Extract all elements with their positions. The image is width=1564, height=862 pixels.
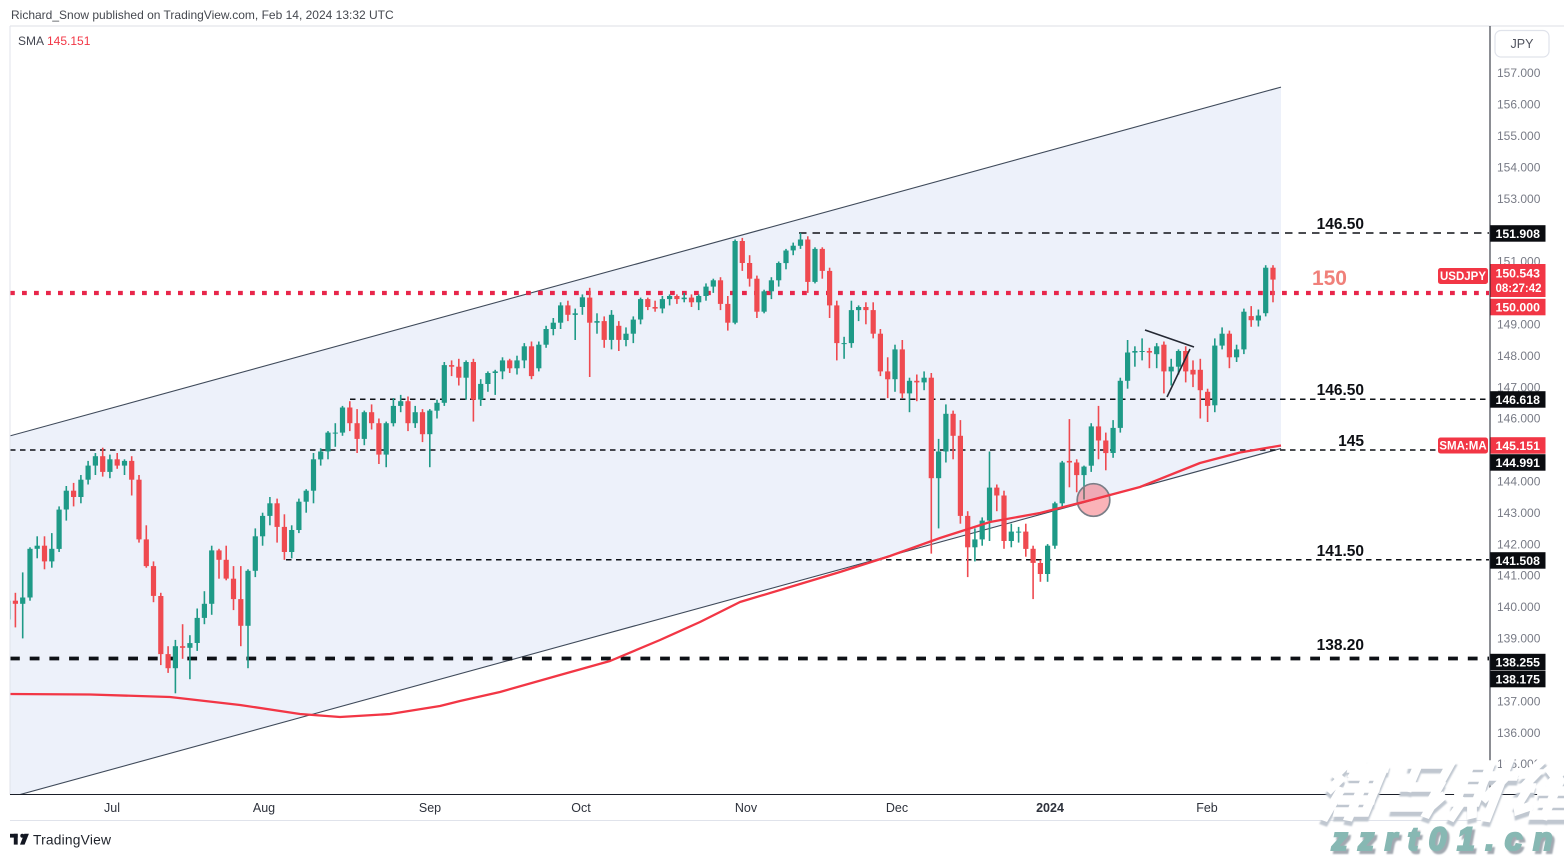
svg-text:SMA:MA: SMA:MA	[1439, 441, 1486, 453]
svg-text:149.000: 149.000	[1497, 318, 1541, 332]
svg-text:153.000: 153.000	[1497, 192, 1541, 206]
svg-text:148.000: 148.000	[1497, 349, 1541, 363]
svg-text:157.000: 157.000	[1497, 66, 1541, 80]
svg-text:USDJPY: USDJPY	[1440, 271, 1486, 283]
svg-text:145: 145	[1338, 433, 1364, 450]
svg-text:144.000: 144.000	[1497, 475, 1541, 489]
svg-text:155.000: 155.000	[1497, 129, 1541, 143]
svg-text:156.000: 156.000	[1497, 98, 1541, 112]
svg-text:142.000: 142.000	[1497, 537, 1541, 551]
svg-text:JPY: JPY	[1511, 37, 1535, 51]
svg-text:TradingView: TradingView	[33, 833, 111, 848]
svg-text:zzrt01.cn: zzrt01.cn	[1331, 821, 1563, 857]
svg-text:137.000: 137.000	[1497, 694, 1541, 708]
svg-text:138.175: 138.175	[1496, 672, 1541, 686]
svg-text:150.000: 150.000	[1496, 300, 1541, 314]
svg-text:154.000: 154.000	[1497, 160, 1541, 174]
svg-text:146.000: 146.000	[1497, 412, 1541, 426]
svg-text:151.908: 151.908	[1496, 227, 1541, 241]
svg-text:SMA: SMA	[18, 34, 44, 48]
svg-text:Richard_Snow published on Trad: Richard_Snow published on TradingView.co…	[11, 8, 394, 22]
svg-text:146.50: 146.50	[1317, 216, 1364, 233]
svg-text:150.543: 150.543	[1496, 267, 1541, 281]
svg-text:138.255: 138.255	[1496, 655, 1541, 669]
svg-text:zzrt01.cn: zzrt01.cn	[1333, 824, 1564, 857]
svg-text:144.991: 144.991	[1496, 456, 1541, 470]
svg-text:146.618: 146.618	[1496, 393, 1541, 407]
svg-text:Aug: Aug	[253, 801, 275, 815]
svg-text:Jul: Jul	[104, 801, 120, 815]
svg-text:Sep: Sep	[419, 801, 441, 815]
svg-text:141.000: 141.000	[1497, 569, 1541, 583]
svg-text:146.50: 146.50	[1317, 382, 1364, 399]
svg-text:Feb: Feb	[1196, 801, 1218, 815]
svg-text:136.000: 136.000	[1497, 726, 1541, 740]
svg-text:138.20: 138.20	[1317, 637, 1364, 654]
svg-text:145.151: 145.151	[1496, 439, 1541, 453]
svg-text:143.000: 143.000	[1497, 506, 1541, 520]
svg-text:145.151: 145.151	[47, 34, 91, 48]
svg-text:Oct: Oct	[571, 801, 591, 815]
svg-text:150: 150	[1312, 267, 1347, 290]
svg-text:2024: 2024	[1036, 801, 1064, 815]
svg-text:141.50: 141.50	[1317, 543, 1364, 560]
svg-text:141.508: 141.508	[1496, 554, 1541, 568]
svg-text:147.000: 147.000	[1497, 380, 1541, 394]
svg-text:139.000: 139.000	[1497, 632, 1541, 646]
svg-text:Nov: Nov	[735, 801, 758, 815]
svg-text:140.000: 140.000	[1497, 600, 1541, 614]
svg-text:08:27:42: 08:27:42	[1496, 283, 1542, 295]
svg-text:Dec: Dec	[886, 801, 908, 815]
